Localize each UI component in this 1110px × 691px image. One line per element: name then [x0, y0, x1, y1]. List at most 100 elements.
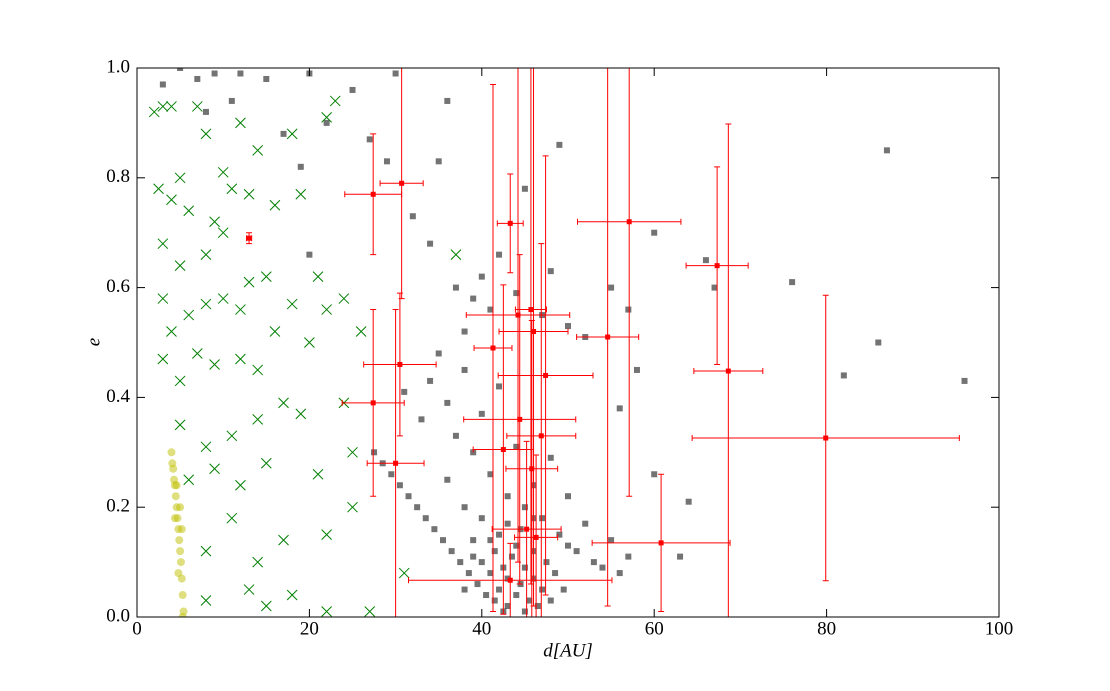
point	[323, 119, 330, 126]
point	[422, 515, 429, 522]
point	[177, 68, 184, 71]
point	[725, 368, 731, 374]
point	[202, 108, 209, 115]
point	[521, 564, 528, 571]
point	[194, 75, 201, 82]
point	[487, 570, 494, 577]
point	[702, 257, 709, 264]
point	[200, 128, 212, 140]
point	[252, 556, 264, 568]
point	[260, 600, 272, 612]
point	[200, 249, 212, 261]
point	[840, 372, 847, 379]
point	[599, 564, 606, 571]
point	[306, 251, 313, 258]
x-tick-label: 60	[645, 618, 664, 639]
point	[496, 531, 503, 538]
point	[626, 219, 632, 225]
point	[269, 326, 281, 337]
plot-frame	[136, 67, 1000, 618]
point	[440, 537, 447, 544]
point	[183, 474, 195, 486]
point	[616, 405, 623, 412]
point	[370, 191, 376, 197]
point	[398, 567, 410, 579]
point	[444, 476, 451, 483]
point	[170, 514, 179, 523]
point	[531, 329, 537, 335]
point	[474, 581, 481, 588]
point	[517, 416, 523, 422]
point	[461, 366, 468, 373]
point	[329, 95, 341, 107]
point	[157, 353, 169, 365]
point	[582, 520, 589, 527]
point	[470, 295, 477, 302]
point	[209, 216, 220, 228]
x-tick-label: 20	[300, 618, 319, 639]
point	[556, 531, 563, 538]
point	[175, 536, 184, 545]
point	[278, 534, 289, 546]
point	[200, 545, 212, 557]
point	[521, 504, 528, 511]
point	[235, 479, 246, 491]
point	[539, 515, 546, 522]
point	[226, 183, 238, 195]
point	[435, 350, 442, 357]
point	[521, 608, 528, 615]
point	[178, 591, 187, 600]
point	[383, 158, 390, 165]
point	[714, 263, 720, 269]
point	[491, 548, 498, 555]
point	[191, 348, 203, 359]
point	[431, 526, 438, 533]
point	[565, 493, 571, 500]
point	[526, 597, 533, 604]
point	[418, 416, 425, 423]
point	[538, 433, 544, 439]
point	[252, 144, 264, 156]
point	[457, 559, 464, 566]
point	[500, 447, 506, 453]
point	[217, 166, 229, 178]
point	[371, 449, 378, 456]
point	[399, 180, 405, 186]
point	[651, 471, 658, 478]
point	[157, 293, 169, 304]
x-tick-label: 0	[132, 618, 142, 639]
point	[159, 81, 166, 88]
point	[321, 304, 332, 315]
point	[452, 432, 459, 439]
point	[625, 553, 632, 560]
point	[513, 443, 520, 450]
point	[176, 503, 185, 512]
point	[183, 205, 195, 217]
point	[177, 525, 186, 534]
point	[217, 227, 229, 239]
point	[504, 493, 511, 500]
x-tick-label: 40	[472, 618, 491, 639]
point	[209, 463, 220, 475]
point	[556, 141, 563, 148]
point	[677, 553, 684, 560]
point	[237, 70, 244, 77]
point	[321, 112, 332, 123]
plot-marks	[148, 68, 968, 617]
point	[633, 366, 640, 373]
point	[605, 334, 611, 340]
point	[565, 323, 571, 330]
point	[651, 229, 658, 236]
point	[226, 430, 238, 442]
x-tick-label: 80	[817, 618, 836, 639]
point	[573, 548, 580, 555]
point	[401, 388, 408, 395]
point	[539, 586, 546, 593]
point	[396, 482, 403, 489]
point	[200, 298, 212, 310]
point	[616, 570, 623, 577]
point	[347, 446, 358, 458]
point	[409, 213, 416, 220]
point	[209, 359, 220, 370]
